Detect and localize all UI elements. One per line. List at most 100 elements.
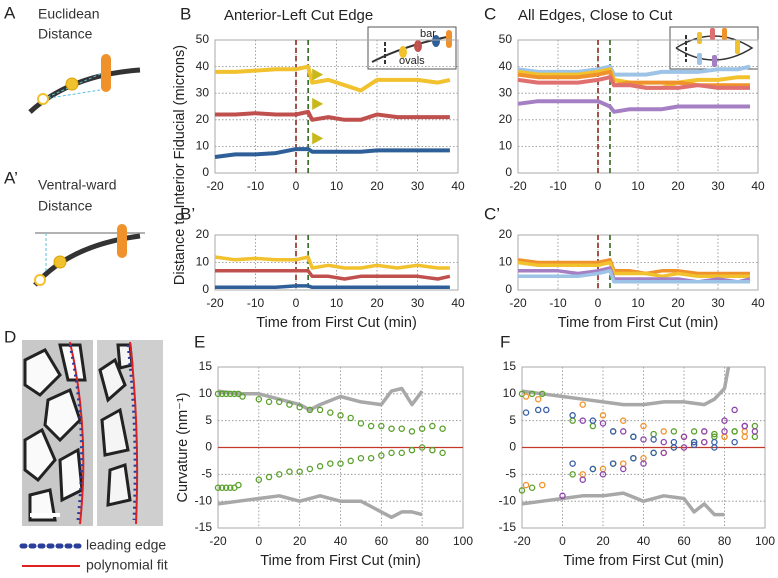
series-line — [517, 260, 750, 279]
point — [398, 449, 405, 457]
y-tick-label: 15 — [503, 359, 517, 373]
point — [306, 465, 314, 473]
point — [398, 425, 405, 432]
point — [609, 460, 617, 467]
x-tick-label: 40 — [451, 179, 465, 193]
panel-letter: C’ — [484, 204, 500, 223]
point — [439, 425, 446, 432]
point — [418, 444, 426, 451]
point — [408, 446, 416, 454]
point — [296, 403, 303, 411]
x-tick-label: 60 — [375, 534, 389, 548]
x-axis-label: Time from First Cut (min) — [558, 315, 719, 331]
y-axis-label: Distance to Interior Fiducial (microns) — [172, 45, 188, 285]
point — [620, 428, 627, 435]
y-tick-label: -15 — [499, 520, 517, 534]
series-line — [217, 494, 423, 520]
legend-label: polynomial fit — [86, 557, 168, 573]
point — [255, 476, 263, 483]
diagram-a-prime — [33, 224, 145, 287]
point — [367, 454, 375, 462]
x-tick-label: 20 — [671, 179, 685, 193]
marker — [312, 97, 324, 110]
y-tick-label: 5 — [205, 413, 212, 427]
point — [439, 449, 446, 457]
x-tick-label: 30 — [411, 296, 425, 310]
point — [731, 406, 738, 414]
y-tick-label: 20 — [499, 227, 513, 241]
point — [721, 417, 728, 424]
y-tick-label: 0 — [205, 440, 212, 454]
point — [599, 420, 607, 427]
y-tick-label: -10 — [499, 493, 517, 507]
y-tick-label: 10 — [199, 386, 213, 400]
point — [589, 465, 597, 473]
panel-letter: A — [4, 3, 16, 22]
series-line — [517, 75, 750, 90]
x-tick-label: 100 — [453, 534, 473, 548]
point — [222, 484, 230, 491]
point — [660, 438, 668, 446]
point — [367, 422, 375, 430]
point — [316, 406, 324, 414]
x-tick-label: -10 — [247, 296, 265, 310]
point — [670, 444, 678, 451]
point — [589, 422, 597, 430]
point — [630, 454, 637, 462]
point — [701, 428, 708, 435]
point — [640, 436, 647, 443]
point — [528, 484, 536, 491]
x-tick-label: 0 — [595, 296, 602, 310]
point — [296, 468, 303, 475]
point — [579, 401, 587, 408]
x-tick-label: 10 — [330, 179, 344, 193]
x-tick-label: 10 — [330, 296, 344, 310]
series-line — [214, 147, 450, 159]
microscopy-images — [22, 340, 163, 526]
chart-title: All Edges, Close to Cut — [518, 7, 673, 24]
x-tick-label: 80 — [415, 534, 429, 548]
series-line — [214, 255, 450, 270]
point — [701, 438, 708, 446]
y-tick-label: 0 — [202, 165, 209, 179]
point — [690, 438, 698, 446]
chart-title: Anterior-Left Cut Edge — [224, 7, 373, 24]
y-tick-label: 10 — [196, 255, 210, 269]
point — [265, 473, 273, 481]
point — [222, 390, 230, 398]
point — [265, 398, 273, 406]
x-tick-label: 80 — [718, 534, 732, 548]
point — [522, 409, 530, 416]
point — [357, 454, 365, 462]
legend-label: leading edge — [86, 537, 166, 553]
y-tick-label: 30 — [196, 85, 210, 99]
series-line — [521, 491, 725, 517]
plot-frame — [214, 39, 459, 174]
x-tick-label: -20 — [509, 296, 527, 310]
y-tick-label: 30 — [499, 85, 513, 99]
point — [660, 428, 668, 435]
point — [559, 492, 566, 500]
point — [569, 460, 576, 467]
panel-caption: Distance — [38, 26, 93, 42]
x-tick-label: -20 — [209, 534, 227, 548]
point — [347, 457, 354, 465]
point — [711, 438, 718, 446]
y-tick-label: -10 — [195, 493, 213, 507]
y-tick-label: 40 — [499, 59, 513, 73]
point — [286, 401, 293, 408]
point — [599, 412, 607, 419]
x-tick-label: -20 — [509, 179, 527, 193]
x-tick-label: 30 — [711, 296, 725, 310]
point — [620, 465, 627, 473]
series-line — [215, 109, 450, 122]
point — [650, 430, 657, 438]
y-tick-label: -5 — [201, 467, 212, 481]
point — [751, 422, 759, 430]
marker — [312, 132, 324, 145]
x-tick-label: 40 — [751, 296, 765, 310]
point — [327, 460, 334, 467]
x-tick-label: -20 — [513, 534, 531, 548]
plot-frame — [214, 234, 459, 291]
y-tick-label: 0 — [509, 440, 516, 454]
